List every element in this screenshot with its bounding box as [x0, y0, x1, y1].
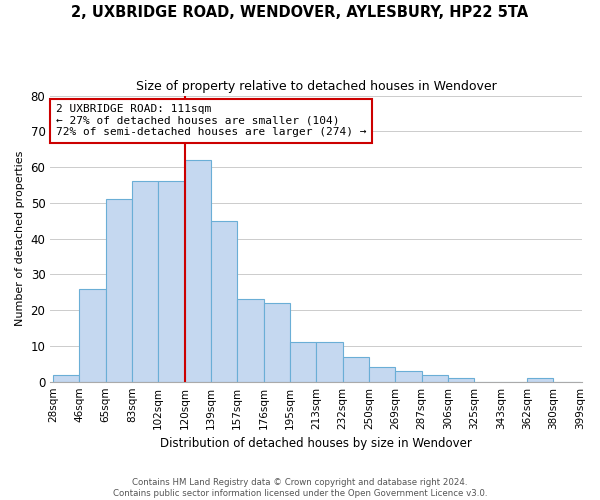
Bar — [132, 182, 158, 382]
Bar — [290, 342, 316, 382]
Bar — [316, 342, 343, 382]
Bar — [185, 160, 211, 382]
Bar — [448, 378, 475, 382]
Text: 2 UXBRIDGE ROAD: 111sqm
← 27% of detached houses are smaller (104)
72% of semi-d: 2 UXBRIDGE ROAD: 111sqm ← 27% of detache… — [56, 104, 366, 138]
Bar — [53, 374, 79, 382]
Bar — [527, 378, 553, 382]
Bar — [343, 356, 369, 382]
Bar — [369, 368, 395, 382]
Bar — [263, 303, 290, 382]
Bar — [106, 200, 132, 382]
Bar — [395, 371, 422, 382]
Bar — [211, 220, 237, 382]
Text: 2, UXBRIDGE ROAD, WENDOVER, AYLESBURY, HP22 5TA: 2, UXBRIDGE ROAD, WENDOVER, AYLESBURY, H… — [71, 5, 529, 20]
Text: Contains HM Land Registry data © Crown copyright and database right 2024.
Contai: Contains HM Land Registry data © Crown c… — [113, 478, 487, 498]
Y-axis label: Number of detached properties: Number of detached properties — [15, 151, 25, 326]
Bar — [79, 288, 106, 382]
Bar — [158, 182, 185, 382]
Title: Size of property relative to detached houses in Wendover: Size of property relative to detached ho… — [136, 80, 497, 93]
X-axis label: Distribution of detached houses by size in Wendover: Distribution of detached houses by size … — [160, 437, 472, 450]
Bar — [422, 374, 448, 382]
Bar — [237, 300, 263, 382]
